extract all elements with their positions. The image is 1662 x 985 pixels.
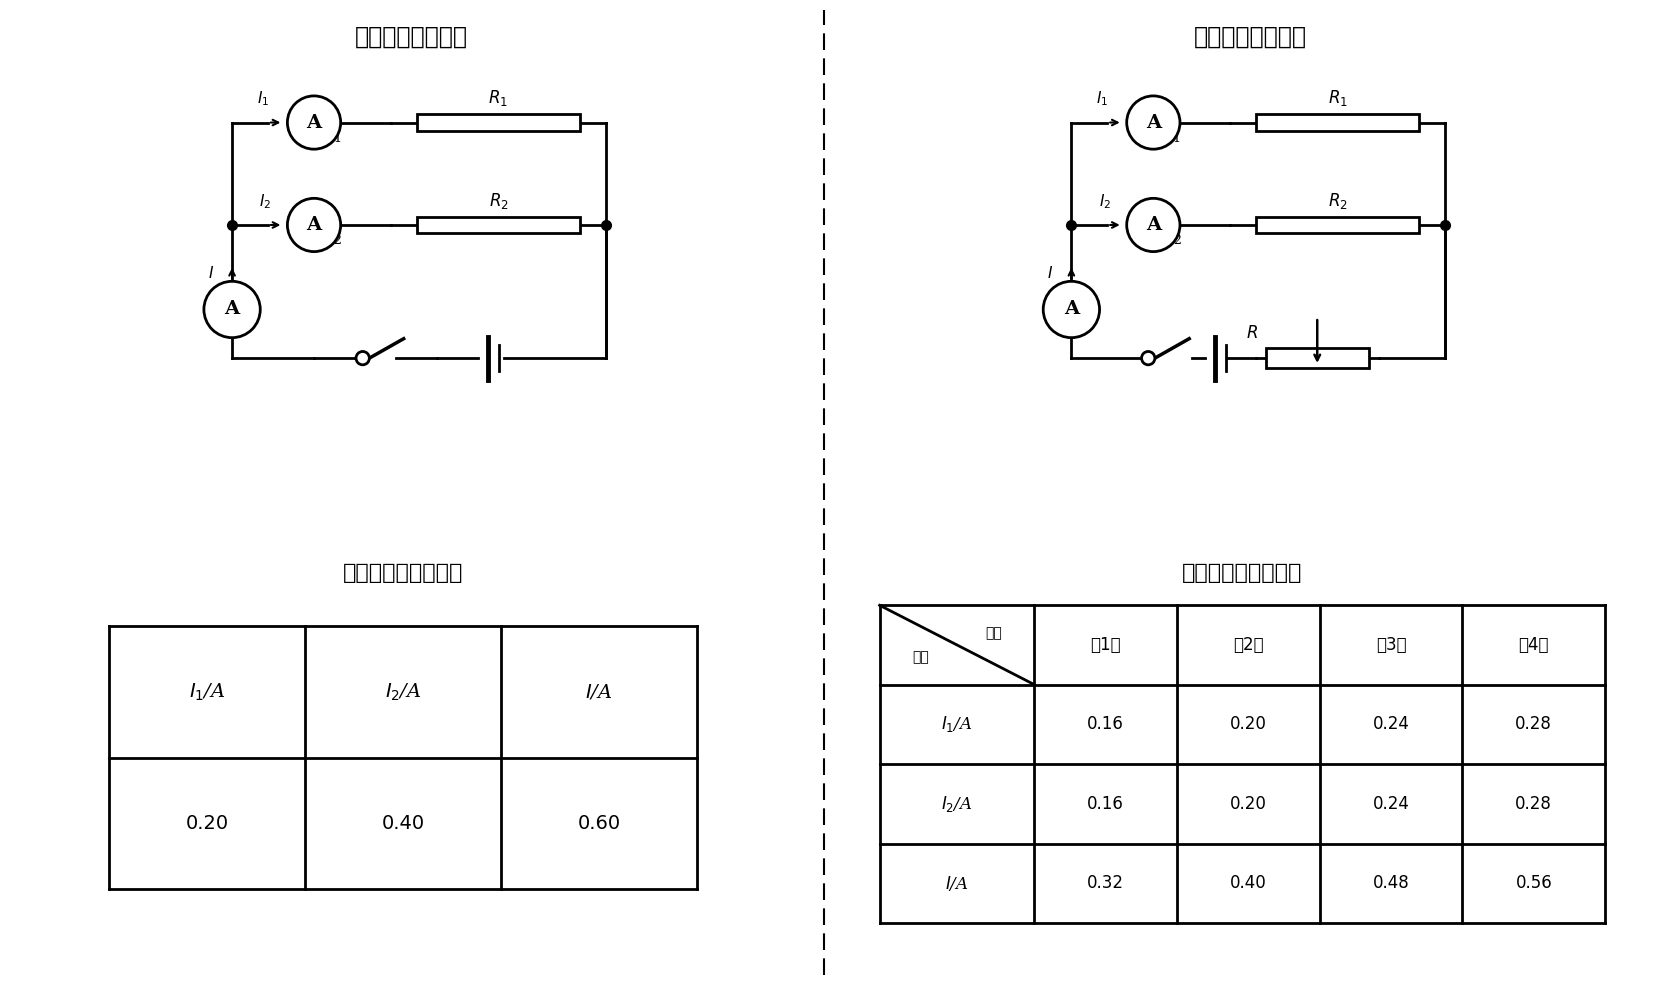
Bar	[1256, 114, 1419, 131]
Text: $I_2$/A: $I_2$/A	[941, 794, 972, 814]
Circle shape	[204, 282, 261, 338]
Circle shape	[356, 352, 369, 364]
Text: 0.60: 0.60	[577, 814, 620, 833]
Text: 2: 2	[1173, 234, 1180, 247]
Text: 小芳的实验电路图: 小芳的实验电路图	[356, 26, 467, 49]
Text: 0.56: 0.56	[1516, 875, 1552, 892]
Bar	[417, 217, 580, 233]
Text: 1: 1	[334, 132, 341, 145]
Bar	[417, 114, 580, 131]
Text: 小芳的实验数据记录: 小芳的实验数据记录	[342, 562, 464, 583]
Text: 0.20: 0.20	[1230, 795, 1266, 813]
Text: $I$: $I$	[208, 265, 214, 281]
Text: 0.48: 0.48	[1373, 875, 1409, 892]
Text: 0.20: 0.20	[186, 814, 229, 833]
Text: $I_1$/A: $I_1$/A	[189, 682, 226, 702]
Text: 0.40: 0.40	[1230, 875, 1266, 892]
Text: $I_1$: $I_1$	[256, 90, 269, 108]
Text: $I_2$: $I_2$	[1099, 192, 1110, 211]
Text: $R$: $R$	[1246, 325, 1258, 342]
Text: $R_1$: $R_1$	[1328, 89, 1348, 108]
Text: A: A	[224, 300, 239, 318]
Circle shape	[288, 96, 341, 149]
Text: A: A	[1145, 113, 1160, 132]
Text: 0.20: 0.20	[1230, 715, 1266, 734]
Text: A: A	[1064, 300, 1079, 318]
Text: 小明的实验数据记录: 小明的实验数据记录	[1182, 562, 1303, 583]
Text: 1: 1	[1173, 132, 1180, 145]
Circle shape	[1127, 96, 1180, 149]
Text: $I$: $I$	[1047, 265, 1054, 281]
Text: $I_1$/A: $I_1$/A	[941, 714, 972, 735]
Text: 第4次: 第4次	[1519, 636, 1549, 654]
Text: A: A	[306, 113, 321, 132]
Text: 第1次: 第1次	[1090, 636, 1122, 654]
Text: 测次: 测次	[986, 626, 1002, 640]
Circle shape	[1142, 352, 1155, 364]
Circle shape	[288, 198, 341, 251]
Text: $I_2$: $I_2$	[259, 192, 271, 211]
Text: 0.28: 0.28	[1516, 795, 1552, 813]
Text: $I_2$/A: $I_2$/A	[384, 682, 422, 702]
Bar	[1256, 217, 1419, 233]
Text: $R_2$: $R_2$	[1328, 191, 1348, 211]
Circle shape	[1127, 198, 1180, 251]
Text: 第2次: 第2次	[1233, 636, 1263, 654]
Text: 小明的实验电路图: 小明的实验电路图	[1195, 26, 1306, 49]
Text: 第3次: 第3次	[1376, 636, 1406, 654]
Bar	[1265, 348, 1369, 368]
Text: 0.28: 0.28	[1516, 715, 1552, 734]
Text: $I$/A: $I$/A	[946, 874, 969, 892]
Text: $I_1$: $I_1$	[1095, 90, 1109, 108]
Text: $I$/A: $I$/A	[585, 683, 613, 701]
Text: 0.32: 0.32	[1087, 875, 1124, 892]
Text: 0.40: 0.40	[382, 814, 424, 833]
Text: $R_2$: $R_2$	[489, 191, 509, 211]
Text: 2: 2	[334, 234, 341, 247]
Text: 电流: 电流	[912, 650, 929, 664]
Text: 0.24: 0.24	[1373, 715, 1409, 734]
Text: $R_1$: $R_1$	[489, 89, 509, 108]
Text: A: A	[1145, 216, 1160, 234]
Text: A: A	[306, 216, 321, 234]
Circle shape	[1044, 282, 1100, 338]
Text: 0.24: 0.24	[1373, 795, 1409, 813]
Text: 0.16: 0.16	[1087, 795, 1124, 813]
Text: 0.16: 0.16	[1087, 715, 1124, 734]
